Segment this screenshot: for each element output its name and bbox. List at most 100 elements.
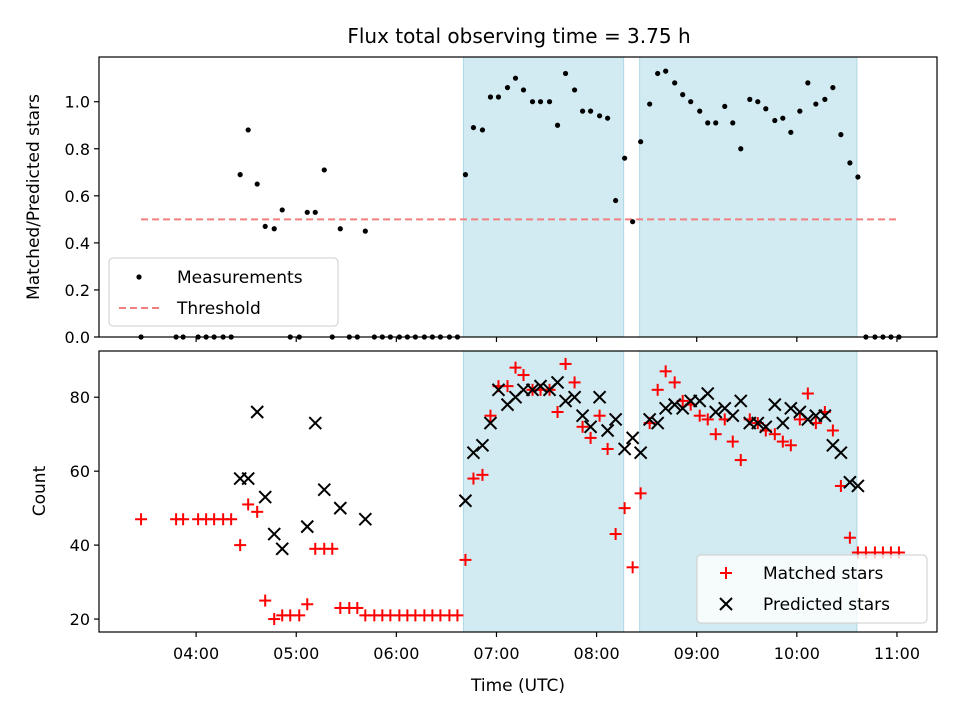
predicted-star-point — [475, 438, 490, 452]
predicted-star-point — [625, 431, 640, 445]
predicted-star-points — [233, 375, 865, 556]
predicted-star-point — [300, 519, 314, 534]
predicted-star-point — [466, 445, 481, 460]
measurement-point — [587, 108, 594, 114]
measurement-point — [337, 226, 343, 232]
measurement-point — [271, 226, 277, 232]
predicted-star-point — [592, 390, 607, 404]
measurement-point — [312, 209, 318, 215]
measurement-point — [830, 84, 836, 91]
matched-star-point — [301, 598, 314, 611]
bottom-legend-box — [696, 554, 928, 624]
matched-star-point — [734, 454, 747, 467]
bottom-axis-ticks: 20 40 60 80 04:00 05:00 06:00 07:00 08:00 09:00 10… — [70, 388, 920, 663]
measurement-point — [763, 106, 769, 112]
predicted-star-point — [667, 397, 682, 412]
top-axis-ticks: 0.0 0.2 0.4 0.6 0.8 1.0 — [65, 93, 898, 347]
x-tick-label: 08:00 — [574, 644, 620, 663]
matched-star-point — [793, 413, 806, 426]
measurement-point — [788, 129, 794, 135]
matched-star-point — [177, 513, 190, 526]
top-legend-box — [108, 257, 339, 327]
matched-star-point — [135, 513, 148, 526]
measurement-point — [630, 219, 636, 225]
measurement-point — [680, 92, 686, 98]
x-axis-label: Time (UTC) — [470, 676, 565, 696]
measurement-point — [688, 99, 694, 105]
bottom-y-tick-label: 80 — [70, 388, 90, 407]
measurement-point — [622, 155, 628, 161]
matched-star-point — [693, 409, 706, 422]
legend-matched-label: Matched stars — [763, 564, 883, 584]
matched-star-point — [701, 413, 714, 426]
matched-star-point — [509, 361, 522, 374]
predicted-star-point — [575, 408, 590, 423]
bottom-axes-frame — [98, 350, 938, 633]
matched-star-point — [618, 502, 631, 515]
matched-star-point — [476, 468, 489, 481]
measurement-point — [537, 99, 544, 105]
matched-star-point — [801, 387, 814, 400]
predicted-star-point — [701, 386, 715, 401]
measurement-point — [647, 101, 653, 107]
measurement-point — [813, 101, 819, 107]
matched-star-point — [467, 472, 480, 485]
top-legend: Measurements Threshold — [108, 257, 339, 327]
measurement-point — [722, 103, 728, 110]
matched-star-point — [609, 528, 622, 541]
matched-star-point — [784, 439, 797, 452]
matched-star-point — [559, 357, 572, 370]
top-shaded-region-0 — [462, 56, 625, 338]
bottom-legend: Matched stars Predicted stars — [696, 554, 928, 624]
predicted-star-point — [642, 412, 657, 427]
predicted-star-point — [483, 416, 498, 430]
predicted-star-point — [458, 494, 473, 508]
top-panel: 0.0 0.2 0.4 0.6 0.8 1.0 Matched/Predicted sta… — [24, 56, 938, 347]
measurement-point — [304, 209, 310, 215]
measurement-point — [805, 80, 811, 86]
matched-star-point — [234, 539, 247, 552]
x-tick-label: 05:00 — [273, 644, 319, 663]
measurement-point — [713, 120, 719, 126]
predicted-star-point — [567, 390, 582, 404]
matched-star-point — [826, 424, 839, 437]
measurement-point — [579, 108, 586, 114]
measurement-point — [797, 108, 803, 114]
predicted-star-point — [558, 394, 573, 408]
matched-star-point — [293, 609, 306, 622]
top-y-tick-label: 0.2 — [65, 281, 90, 300]
measurement-point — [245, 127, 251, 133]
measurement-point — [571, 87, 578, 93]
measurement-point — [613, 197, 619, 204]
predicted-star-point — [358, 512, 373, 526]
x-tick-label: 09:00 — [674, 644, 720, 663]
measurement-point — [254, 181, 260, 187]
matched-star-point — [626, 561, 639, 574]
matched-star-point — [709, 428, 722, 441]
predicted-star-point — [608, 412, 623, 427]
matched-star-point — [593, 409, 606, 422]
legend-predicted-label: Predicted stars — [763, 595, 890, 615]
measurement-point — [479, 127, 486, 133]
legend-threshold-label: Threshold — [176, 299, 261, 319]
measurement-point — [279, 207, 285, 213]
predicted-star-point — [533, 379, 548, 393]
measurement-point — [747, 96, 753, 102]
top-y-tick-label: 0.0 — [65, 328, 90, 347]
x-tick-label: 04:00 — [173, 644, 219, 663]
matched-star-point — [651, 383, 664, 396]
measurement-point — [705, 120, 711, 126]
top-axes-frame — [98, 56, 938, 338]
measurement-point — [470, 124, 477, 131]
predicted-star-point — [768, 397, 782, 412]
measurement-point — [855, 174, 861, 180]
measurement-point — [262, 223, 268, 230]
predicted-star-point — [751, 416, 765, 430]
legend-measurement-marker — [136, 274, 142, 280]
matched-star-point — [484, 409, 497, 422]
predicted-star-point — [525, 383, 540, 397]
matched-star-point — [634, 487, 647, 500]
matched-star-point — [659, 365, 672, 378]
measurement-point — [495, 94, 502, 100]
measurement-point — [512, 75, 519, 81]
